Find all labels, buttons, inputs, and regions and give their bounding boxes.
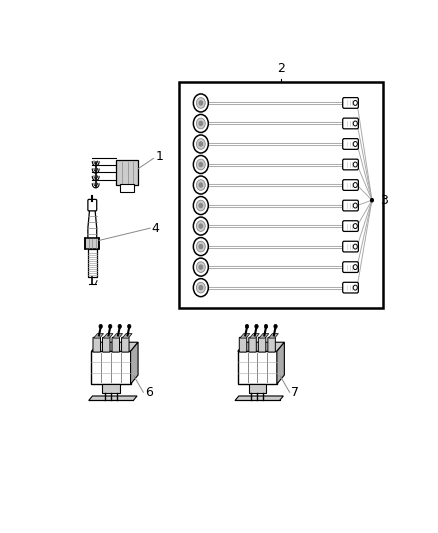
- Circle shape: [264, 324, 267, 328]
- Circle shape: [273, 324, 277, 328]
- FancyBboxPatch shape: [342, 180, 357, 190]
- Circle shape: [199, 224, 202, 228]
- Polygon shape: [113, 334, 122, 338]
- Circle shape: [199, 183, 202, 187]
- Polygon shape: [258, 334, 268, 338]
- Circle shape: [199, 122, 202, 126]
- Circle shape: [199, 101, 202, 105]
- Circle shape: [193, 258, 208, 276]
- FancyBboxPatch shape: [93, 337, 100, 352]
- Circle shape: [199, 204, 202, 207]
- Circle shape: [196, 221, 205, 231]
- Text: 6: 6: [145, 386, 152, 399]
- FancyBboxPatch shape: [342, 241, 357, 252]
- FancyBboxPatch shape: [237, 351, 276, 384]
- Polygon shape: [88, 396, 137, 400]
- FancyBboxPatch shape: [120, 184, 134, 192]
- FancyBboxPatch shape: [102, 337, 110, 352]
- Polygon shape: [91, 342, 138, 351]
- FancyBboxPatch shape: [342, 118, 357, 129]
- FancyBboxPatch shape: [116, 160, 138, 185]
- Circle shape: [193, 217, 208, 235]
- Circle shape: [353, 285, 357, 290]
- Circle shape: [353, 203, 357, 208]
- Circle shape: [353, 162, 357, 167]
- FancyBboxPatch shape: [248, 337, 256, 352]
- Circle shape: [196, 139, 205, 149]
- FancyBboxPatch shape: [248, 384, 265, 393]
- FancyBboxPatch shape: [112, 337, 119, 352]
- FancyBboxPatch shape: [267, 337, 275, 352]
- Circle shape: [199, 245, 202, 248]
- Text: 3: 3: [380, 193, 388, 207]
- FancyBboxPatch shape: [87, 248, 97, 277]
- Polygon shape: [93, 334, 103, 338]
- Circle shape: [199, 265, 202, 269]
- Circle shape: [99, 324, 102, 328]
- Circle shape: [193, 176, 208, 194]
- FancyBboxPatch shape: [342, 262, 357, 272]
- Circle shape: [245, 324, 248, 328]
- FancyBboxPatch shape: [342, 282, 357, 293]
- FancyBboxPatch shape: [121, 337, 129, 352]
- Circle shape: [196, 118, 205, 129]
- Circle shape: [193, 115, 208, 133]
- Polygon shape: [130, 342, 138, 384]
- Circle shape: [353, 224, 357, 229]
- Circle shape: [196, 180, 205, 190]
- FancyBboxPatch shape: [258, 337, 265, 352]
- FancyBboxPatch shape: [102, 384, 120, 393]
- FancyBboxPatch shape: [342, 98, 357, 108]
- Circle shape: [196, 159, 205, 170]
- Circle shape: [196, 241, 205, 252]
- Text: 1: 1: [155, 150, 163, 163]
- Text: 7: 7: [291, 386, 299, 399]
- FancyBboxPatch shape: [342, 200, 357, 211]
- Circle shape: [193, 156, 208, 174]
- Circle shape: [196, 200, 205, 211]
- Circle shape: [370, 199, 372, 202]
- Circle shape: [196, 262, 205, 272]
- Polygon shape: [276, 342, 284, 384]
- FancyBboxPatch shape: [91, 351, 130, 384]
- FancyBboxPatch shape: [179, 83, 382, 308]
- FancyBboxPatch shape: [239, 337, 246, 352]
- Circle shape: [193, 238, 208, 256]
- Circle shape: [196, 98, 205, 108]
- FancyBboxPatch shape: [88, 199, 96, 211]
- Text: 4: 4: [152, 222, 159, 235]
- FancyBboxPatch shape: [342, 159, 357, 170]
- Polygon shape: [103, 334, 113, 338]
- FancyBboxPatch shape: [342, 139, 357, 149]
- Circle shape: [108, 324, 112, 328]
- Circle shape: [193, 279, 208, 297]
- Polygon shape: [122, 334, 132, 338]
- Polygon shape: [234, 396, 283, 400]
- Circle shape: [199, 163, 202, 166]
- Circle shape: [353, 142, 357, 147]
- Circle shape: [353, 244, 357, 249]
- Polygon shape: [240, 334, 249, 338]
- Polygon shape: [237, 342, 284, 351]
- FancyBboxPatch shape: [85, 238, 99, 249]
- Polygon shape: [249, 334, 259, 338]
- Circle shape: [199, 142, 202, 146]
- Circle shape: [118, 324, 121, 328]
- Circle shape: [353, 101, 357, 106]
- Circle shape: [353, 121, 357, 126]
- Circle shape: [353, 183, 357, 188]
- Polygon shape: [268, 334, 278, 338]
- Circle shape: [193, 135, 208, 153]
- Circle shape: [193, 94, 208, 112]
- Circle shape: [353, 265, 357, 270]
- Circle shape: [193, 197, 208, 215]
- Circle shape: [196, 282, 205, 293]
- Circle shape: [199, 286, 202, 290]
- Text: 2: 2: [276, 62, 284, 76]
- Circle shape: [127, 324, 131, 328]
- Polygon shape: [88, 209, 96, 238]
- Circle shape: [254, 324, 258, 328]
- FancyBboxPatch shape: [342, 221, 357, 231]
